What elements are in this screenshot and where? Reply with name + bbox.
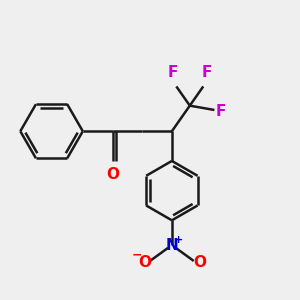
- Text: N: N: [166, 238, 178, 253]
- Text: −: −: [132, 249, 142, 262]
- Text: O: O: [106, 167, 119, 182]
- Text: O: O: [193, 255, 206, 270]
- Text: F: F: [168, 65, 178, 80]
- Text: O: O: [138, 255, 151, 270]
- Text: F: F: [201, 65, 212, 80]
- Text: +: +: [174, 235, 183, 245]
- Text: F: F: [216, 104, 226, 119]
